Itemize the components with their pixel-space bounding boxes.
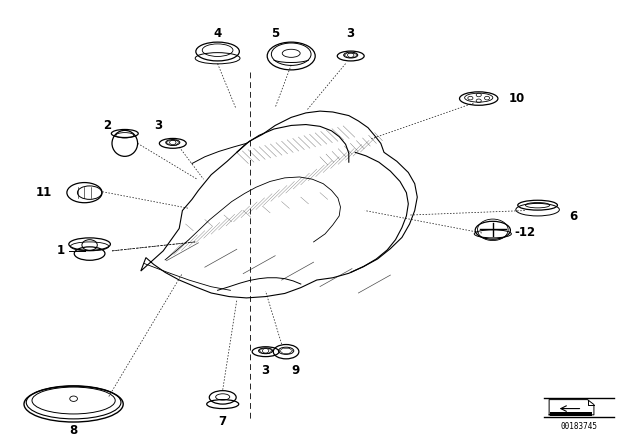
Text: 3: 3: [347, 27, 355, 40]
Text: -12: -12: [514, 226, 536, 240]
Text: 4: 4: [214, 27, 221, 40]
Text: 5: 5: [271, 27, 279, 40]
Polygon shape: [550, 412, 592, 416]
Text: 8: 8: [70, 423, 77, 437]
Text: 10: 10: [509, 92, 525, 105]
Text: 3: 3: [155, 119, 163, 132]
Text: 6: 6: [570, 210, 577, 224]
Text: 9: 9: [292, 364, 300, 378]
Text: 7: 7: [219, 414, 227, 428]
Text: 1: 1: [57, 244, 65, 258]
Text: 11: 11: [35, 186, 52, 199]
Text: 00183745: 00183745: [561, 422, 598, 431]
Text: 3: 3: [262, 364, 269, 378]
Text: 2: 2: [104, 119, 111, 132]
